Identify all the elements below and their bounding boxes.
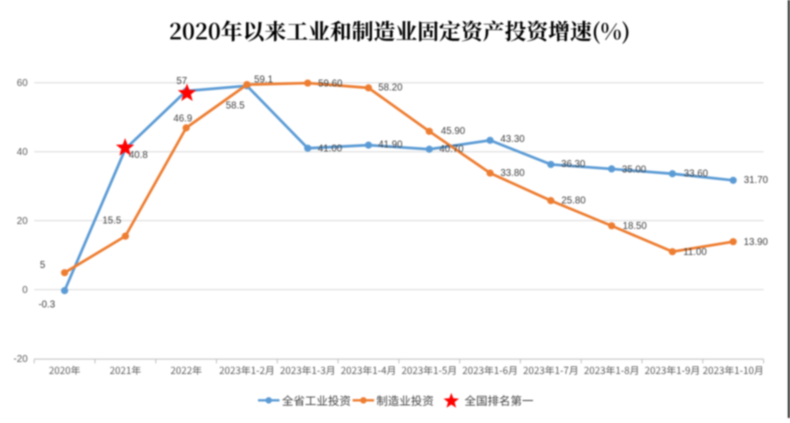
svg-text:-0.3: -0.3 [38, 300, 55, 311]
svg-text:0: 0 [22, 285, 28, 296]
svg-text:11.00: 11.00 [683, 247, 707, 258]
svg-text:13.90: 13.90 [744, 237, 769, 248]
svg-text:15.5: 15.5 [102, 215, 121, 226]
svg-text:58.5: 58.5 [226, 101, 245, 112]
svg-text:46.9: 46.9 [173, 114, 192, 125]
svg-text:33.80: 33.80 [500, 168, 525, 179]
svg-text:40.8: 40.8 [129, 150, 148, 161]
svg-text:40.70: 40.70 [439, 144, 464, 155]
svg-text:5: 5 [40, 260, 45, 271]
svg-text:-20: -20 [14, 354, 29, 365]
svg-text:36.30: 36.30 [561, 159, 586, 170]
svg-text:43.30: 43.30 [500, 134, 525, 145]
svg-text:60: 60 [17, 78, 28, 89]
svg-text:59.1: 59.1 [254, 75, 273, 86]
svg-text:35.00: 35.00 [622, 164, 647, 175]
svg-text:31.70: 31.70 [744, 175, 769, 186]
svg-text:25.80: 25.80 [561, 196, 586, 207]
svg-text:45.90: 45.90 [441, 126, 466, 137]
svg-text:40: 40 [17, 147, 28, 158]
svg-text:20: 20 [17, 216, 28, 227]
svg-text:33.60: 33.60 [684, 169, 709, 180]
svg-text:57: 57 [176, 76, 187, 87]
svg-text:41.00: 41.00 [318, 144, 343, 155]
svg-text:58.20: 58.20 [378, 82, 403, 93]
svg-text:41.90: 41.90 [378, 140, 403, 151]
svg-text:59.60: 59.60 [318, 78, 343, 89]
svg-text:18.50: 18.50 [623, 221, 648, 232]
